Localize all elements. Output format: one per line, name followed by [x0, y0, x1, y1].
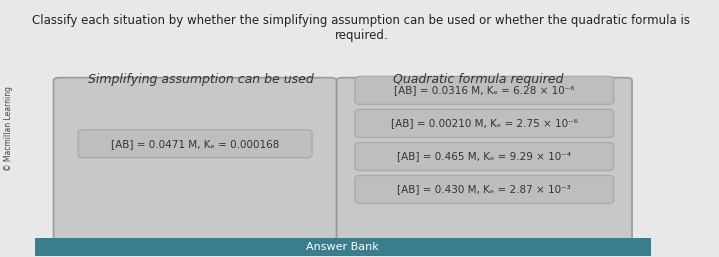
- Text: [AB] = 0.0471 M, Kₑ = 0.000168: [AB] = 0.0471 M, Kₑ = 0.000168: [111, 139, 279, 149]
- FancyBboxPatch shape: [355, 76, 613, 104]
- Text: Answer Bank: Answer Bank: [306, 242, 379, 252]
- Text: [AB] = 0.465 M, Kₑ = 9.29 × 10⁻⁴: [AB] = 0.465 M, Kₑ = 9.29 × 10⁻⁴: [398, 151, 572, 161]
- Text: © Macmillan Learning: © Macmillan Learning: [4, 86, 13, 171]
- Text: Classify each situation by whether the simplifying assumption can be used or whe: Classify each situation by whether the s…: [32, 14, 690, 42]
- FancyBboxPatch shape: [78, 130, 312, 158]
- FancyBboxPatch shape: [355, 109, 613, 137]
- FancyBboxPatch shape: [355, 142, 613, 170]
- Text: Quadratic formula required: Quadratic formula required: [393, 72, 564, 86]
- Text: [AB] = 0.0316 M, Kₑ = 6.28 × 10⁻⁶: [AB] = 0.0316 M, Kₑ = 6.28 × 10⁻⁶: [394, 85, 574, 95]
- Text: Simplifying assumption can be used: Simplifying assumption can be used: [88, 72, 314, 86]
- Text: [AB] = 0.00210 M, Kₑ = 2.75 × 10⁻⁶: [AB] = 0.00210 M, Kₑ = 2.75 × 10⁻⁶: [391, 118, 578, 128]
- Bar: [35, 238, 651, 256]
- FancyBboxPatch shape: [53, 78, 336, 240]
- FancyBboxPatch shape: [355, 176, 613, 204]
- Text: [AB] = 0.430 M, Kₑ = 2.87 × 10⁻³: [AB] = 0.430 M, Kₑ = 2.87 × 10⁻³: [398, 185, 571, 195]
- FancyBboxPatch shape: [336, 78, 632, 240]
